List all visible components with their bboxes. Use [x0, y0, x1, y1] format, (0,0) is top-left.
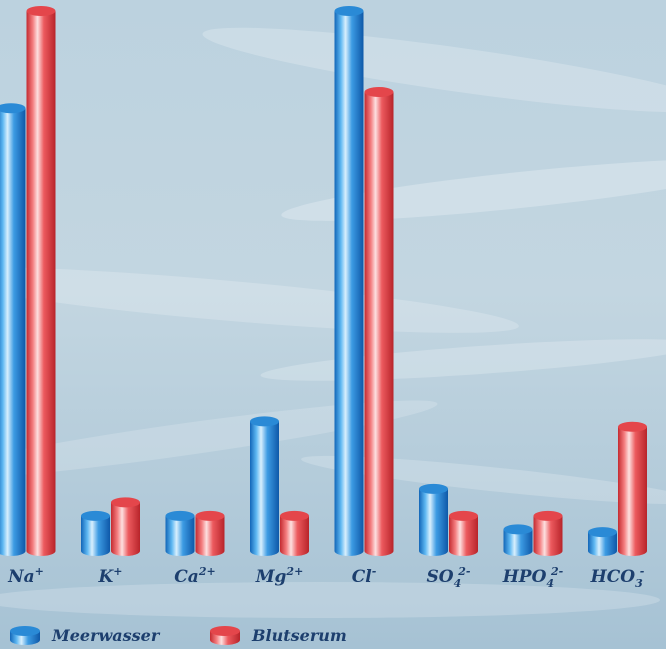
category-label-ca: Ca2+: [174, 565, 215, 587]
category-label-na: Na+: [7, 565, 44, 587]
bar-meerwasser-na: [0, 103, 26, 556]
bar-blutserum-mg2: [280, 510, 309, 556]
legend: Meerwasser Blutserum: [10, 626, 347, 645]
bar-meerwasser-mg2: [250, 416, 279, 556]
bars: [0, 6, 647, 556]
legend-label-blutserum: Blutserum: [251, 626, 347, 645]
legend-icon-blutserum: [210, 626, 240, 645]
bar-blutserum-na: [26, 6, 56, 556]
bar-blutserum-ca2: [195, 510, 225, 556]
bar-meerwasser-hco3: [588, 527, 617, 556]
bar-meerwasser-ca2: [165, 510, 195, 556]
bar-meerwasser-so42: [419, 483, 448, 556]
category-label-hpo: HPO42-: [502, 565, 564, 590]
bar-blutserum-k: [111, 497, 140, 556]
legend-label-meerwasser: Meerwasser: [51, 626, 161, 645]
category-label-so: SO42-: [427, 565, 471, 590]
bar-blutserum-cl: [364, 87, 394, 556]
bar-blutserum-hpo42: [533, 510, 563, 556]
category-label-hco: HCO3-: [590, 565, 645, 590]
bar-meerwasser-hpo42: [503, 524, 533, 556]
bar-blutserum-so42: [449, 510, 478, 556]
category-label-k: K+: [98, 565, 123, 587]
category-label-cl: Cl-: [352, 565, 377, 587]
category-labels: Na+ K+ Ca2+ Mg2+ Cl- SO42- HPO42- HCO3-: [7, 565, 645, 590]
bar-meerwasser-k: [81, 510, 110, 556]
bar-blutserum-hco3: [618, 421, 647, 556]
bar-meerwasser-cl: [334, 6, 364, 556]
category-label-mg: Mg2+: [255, 565, 304, 587]
legend-icon-meerwasser: [10, 626, 40, 645]
cloud-streaks: [0, 27, 666, 618]
